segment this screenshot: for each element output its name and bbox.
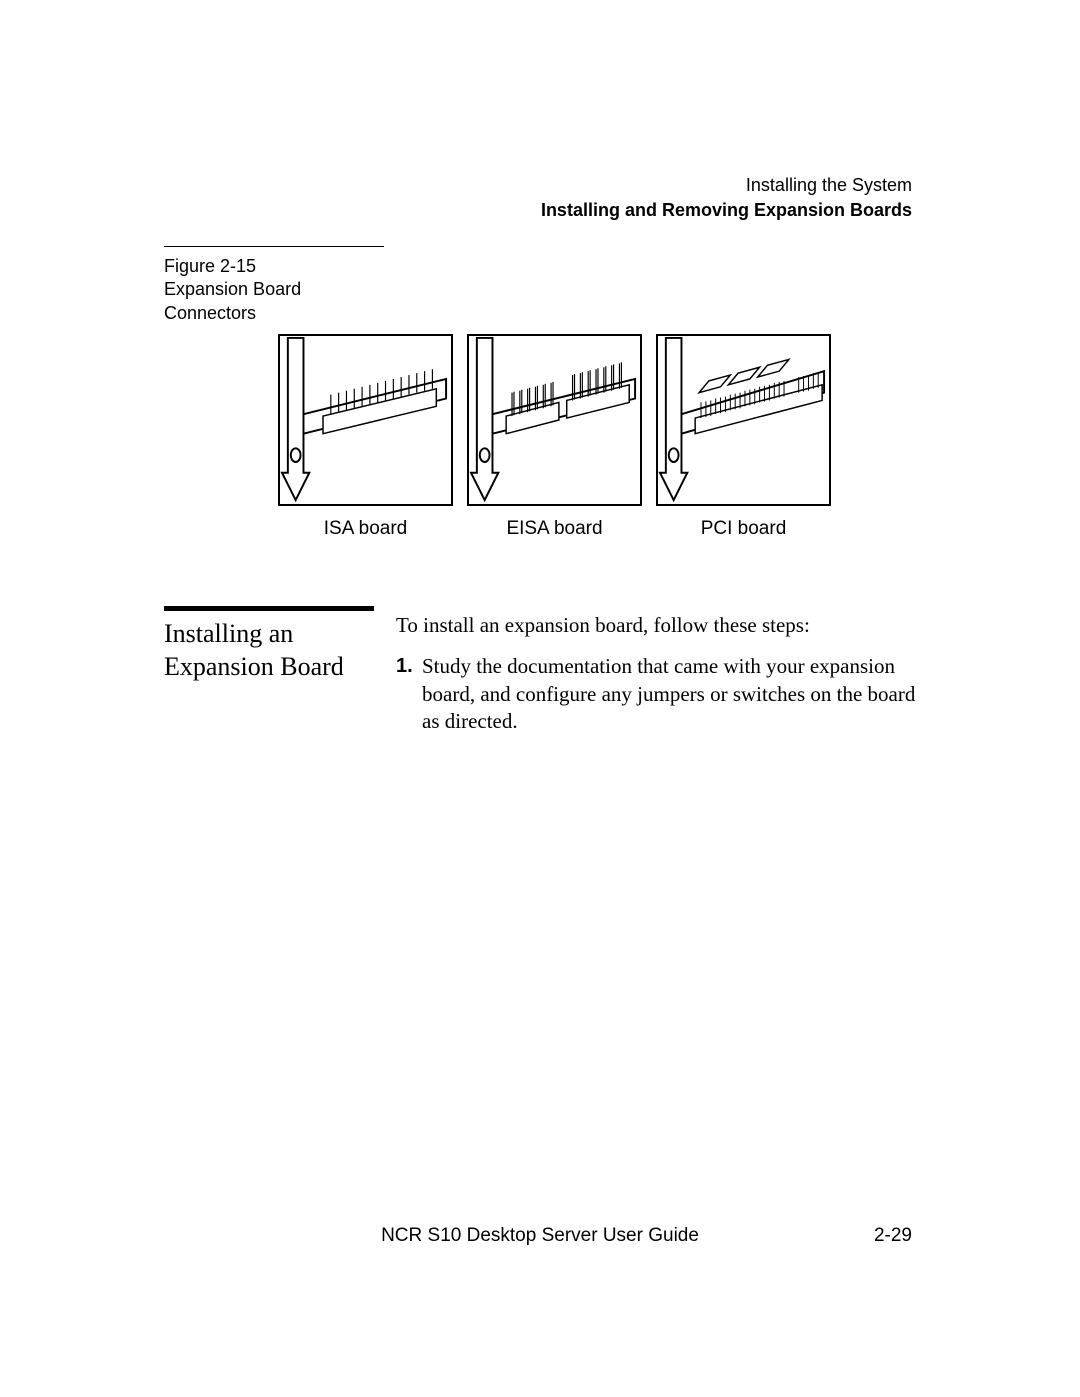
step-1-num: 1. xyxy=(396,653,422,735)
intro-text: To install an expansion board, follow th… xyxy=(396,612,916,639)
board-pci: PCI board xyxy=(656,334,831,540)
board-eisa: EISA board xyxy=(467,334,642,540)
caption-line1: Figure 2-15 xyxy=(164,255,394,278)
section-heading: Installing an Expansion Board xyxy=(164,618,384,683)
steps-list: 1. Study the documentation that came wit… xyxy=(396,653,916,735)
board-pci-svg xyxy=(656,334,831,506)
body-column: To install an expansion board, follow th… xyxy=(396,612,916,735)
board-isa-svg xyxy=(278,334,453,506)
section-rule xyxy=(164,606,374,611)
board-eisa-svg xyxy=(467,334,642,506)
footer-page-number: 2-29 xyxy=(874,1225,912,1247)
board-isa-label: ISA board xyxy=(324,518,407,540)
header-section: Installing and Removing Expansion Boards xyxy=(541,200,912,221)
figure-caption: Figure 2-15 Expansion Board Connectors xyxy=(164,246,394,325)
board-eisa-label: EISA board xyxy=(506,518,602,540)
header-chapter: Installing the System xyxy=(541,175,912,196)
caption-line2: Expansion Board Connectors xyxy=(164,278,394,325)
board-pci-label: PCI board xyxy=(701,518,787,540)
running-header: Installing the System Installing and Rem… xyxy=(541,175,912,221)
board-isa: ISA board xyxy=(278,334,453,540)
step-1-text: Study the documentation that came with y… xyxy=(422,653,916,735)
footer-title: NCR S10 Desktop Server User Guide xyxy=(0,1225,1080,1247)
caption-rule xyxy=(164,246,384,247)
figure-row: ISA board xyxy=(278,334,831,540)
step-1: 1. Study the documentation that came wit… xyxy=(396,653,916,735)
